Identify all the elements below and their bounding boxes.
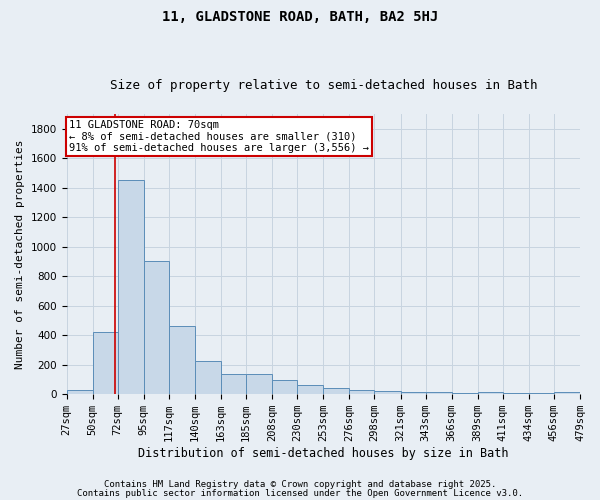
Text: 11, GLADSTONE ROAD, BATH, BA2 5HJ: 11, GLADSTONE ROAD, BATH, BA2 5HJ <box>162 10 438 24</box>
X-axis label: Distribution of semi-detached houses by size in Bath: Distribution of semi-detached houses by … <box>138 447 509 460</box>
Bar <box>92 332 118 394</box>
Text: 11 GLADSTONE ROAD: 70sqm
← 8% of semi-detached houses are smaller (310)
91% of s: 11 GLADSTONE ROAD: 70sqm ← 8% of semi-de… <box>69 120 369 153</box>
Bar <box>323 388 349 394</box>
Bar <box>425 392 452 394</box>
Bar <box>118 180 144 394</box>
Bar <box>272 380 297 394</box>
Bar <box>67 390 92 394</box>
Bar <box>401 392 425 394</box>
Text: Contains HM Land Registry data © Crown copyright and database right 2025.: Contains HM Land Registry data © Crown c… <box>104 480 496 489</box>
Bar <box>144 262 169 394</box>
Title: Size of property relative to semi-detached houses in Bath: Size of property relative to semi-detach… <box>110 79 537 92</box>
Y-axis label: Number of semi-detached properties: Number of semi-detached properties <box>15 140 25 369</box>
Bar <box>246 374 272 394</box>
Bar <box>554 392 580 394</box>
Bar <box>478 392 503 394</box>
Bar <box>297 386 323 394</box>
Bar <box>169 326 195 394</box>
Bar <box>503 392 529 394</box>
Bar <box>349 390 374 394</box>
Bar <box>221 374 246 394</box>
Bar <box>195 361 221 394</box>
Text: Contains public sector information licensed under the Open Government Licence v3: Contains public sector information licen… <box>77 488 523 498</box>
Bar <box>374 392 401 394</box>
